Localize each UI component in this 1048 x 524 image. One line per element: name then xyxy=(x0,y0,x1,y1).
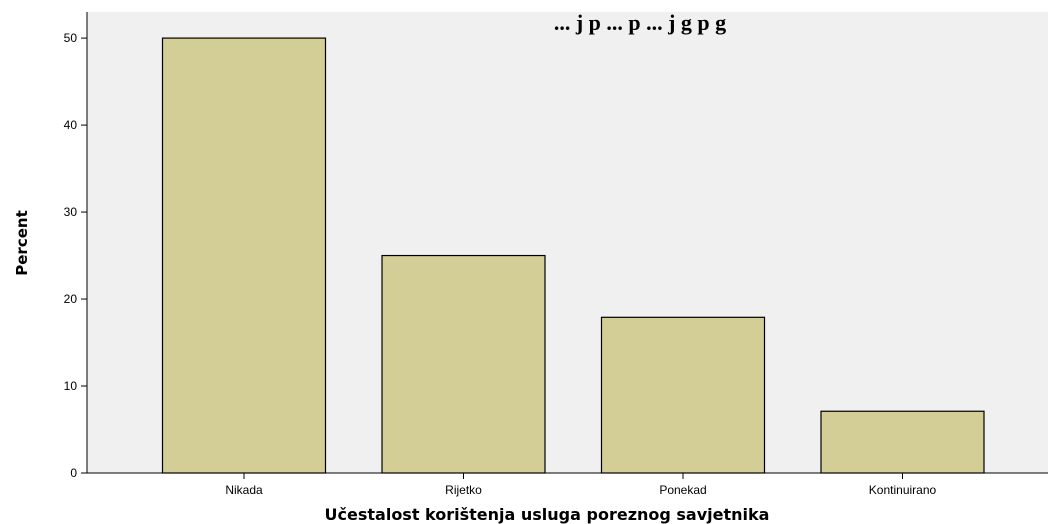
y-axis-title: Percent xyxy=(13,210,31,275)
y-tick-label: 30 xyxy=(64,205,78,219)
chart-title: ... j p ... p ... j g p g xyxy=(554,10,726,35)
x-tick-label: Rijetko xyxy=(445,483,482,497)
y-tick-label: 50 xyxy=(64,31,78,45)
bar xyxy=(820,410,985,474)
x-tick-label: Nikada xyxy=(225,483,263,497)
bar xyxy=(600,316,766,474)
y-tick-label: 10 xyxy=(64,379,78,393)
bar xyxy=(161,37,327,474)
y-tick-label: 40 xyxy=(64,118,78,132)
x-tick-label: Kontinuirano xyxy=(869,483,937,497)
bar xyxy=(381,254,546,474)
x-tick-label: Ponekad xyxy=(659,483,706,497)
bar-series xyxy=(161,37,985,474)
y-axis: 0 10 20 30 40 50 xyxy=(64,12,88,480)
x-axis-title: Učestalost korištenja usluga poreznog sa… xyxy=(325,505,770,524)
y-tick-label: 0 xyxy=(70,466,77,480)
y-tick-label: 20 xyxy=(64,292,78,306)
x-axis: Nikada Rijetko Ponekad Kontinuirano xyxy=(87,472,1048,497)
